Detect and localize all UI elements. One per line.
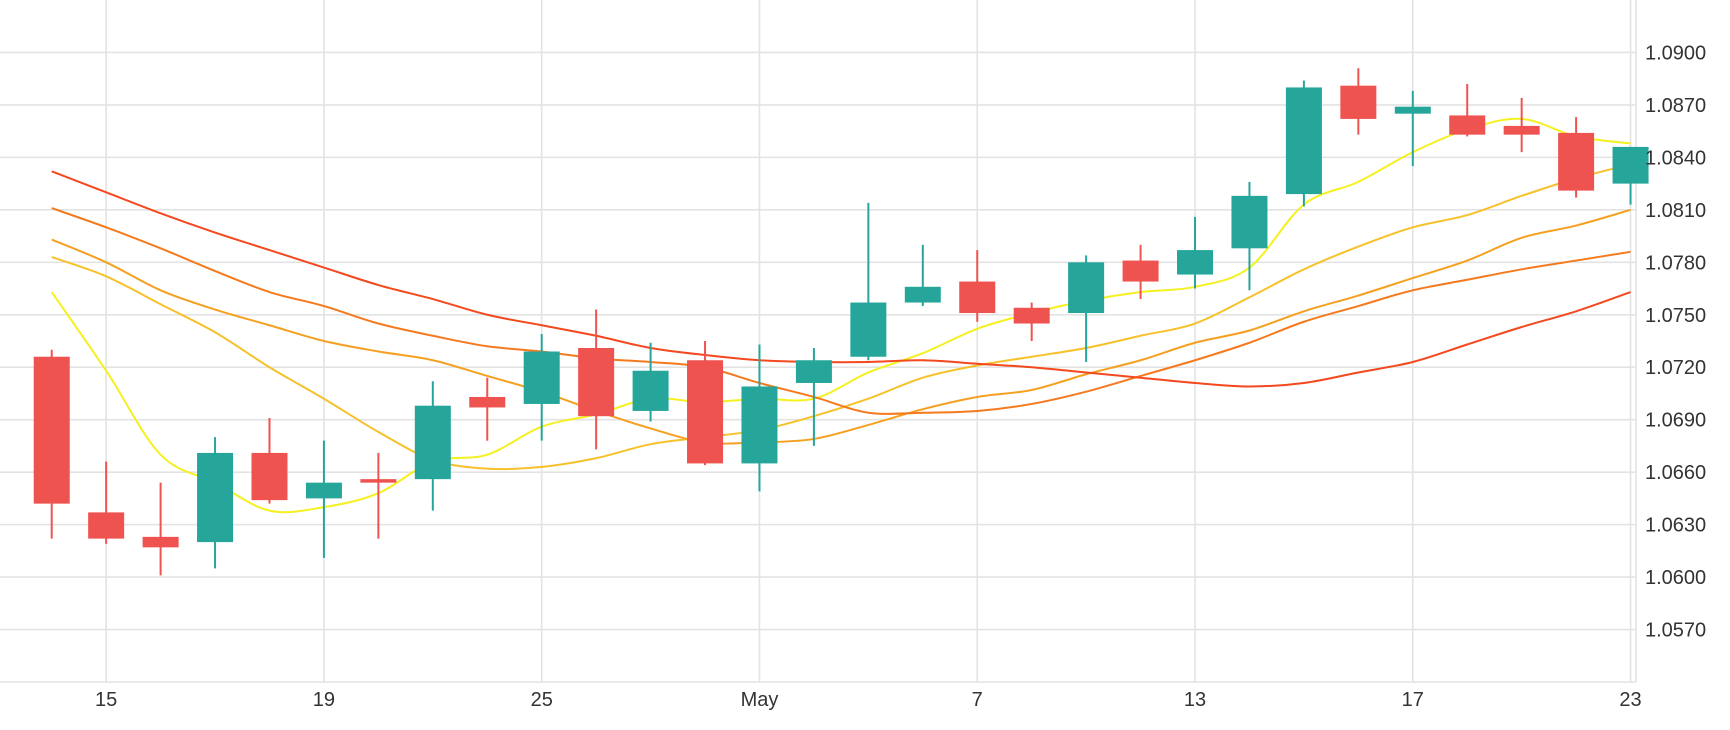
candle-body	[1122, 260, 1159, 282]
candle	[142, 482, 179, 576]
candle-body	[1285, 87, 1322, 195]
candle-body	[251, 452, 288, 501]
candle	[1122, 244, 1159, 300]
candle-body	[1177, 250, 1214, 275]
candle-body	[523, 351, 560, 404]
moving-average-line-4	[51, 207, 1631, 415]
candle	[1013, 302, 1050, 341]
candle	[850, 202, 887, 361]
y-tick-label: 1.0900	[1645, 42, 1706, 64]
candle	[33, 349, 70, 539]
y-tick-label: 1.0870	[1645, 95, 1706, 117]
candle-body	[142, 536, 179, 548]
candle-body	[904, 286, 941, 303]
candle-body	[795, 360, 832, 383]
y-tick-label: 1.0720	[1645, 357, 1706, 379]
candle-body	[88, 512, 125, 539]
candle-body	[1068, 262, 1105, 314]
moving-average-line-2	[51, 163, 1631, 471]
y-tick-label: 1.0810	[1645, 200, 1706, 222]
candle-body	[687, 360, 724, 464]
x-tick-label: May	[741, 689, 779, 711]
candle-body	[1013, 307, 1050, 324]
x-tick-label: 25	[531, 689, 553, 711]
candle	[1449, 83, 1486, 137]
candle	[1558, 117, 1595, 198]
axes	[0, 0, 1637, 683]
grid-lines	[0, 0, 1636, 682]
candle	[414, 381, 451, 511]
candle-body	[469, 396, 506, 408]
candle	[1503, 97, 1540, 153]
candles	[33, 68, 1649, 576]
candle-body	[1231, 195, 1268, 249]
y-tick-label: 1.0690	[1645, 410, 1706, 432]
candle	[469, 377, 506, 441]
candle	[360, 452, 397, 539]
candle-body	[632, 370, 669, 411]
candle-body	[578, 347, 615, 417]
candle-body	[414, 405, 451, 480]
candle-body	[850, 302, 887, 357]
candle	[741, 344, 778, 492]
y-axis-tick-labels: 1.0570 1.0600 1.0630 1.0660 1.0690 1.0720 1.07…	[1645, 42, 1706, 641]
y-tick-label: 1.0750	[1645, 305, 1706, 327]
candle-body	[1394, 106, 1431, 114]
moving-average-line-1	[50, 117, 1631, 514]
candle	[1340, 68, 1377, 135]
y-tick-label: 1.0840	[1645, 147, 1706, 169]
candle	[904, 244, 941, 307]
candle-body	[1558, 132, 1595, 191]
candle	[197, 437, 234, 569]
x-axis-tick-labels: 15 19 25 May 7 13 17 23	[95, 689, 1642, 711]
y-tick-label: 1.0600	[1645, 567, 1706, 589]
candle-body	[360, 479, 397, 483]
candle	[1231, 181, 1268, 291]
candle	[1177, 216, 1214, 289]
y-tick-label: 1.0780	[1645, 252, 1706, 274]
candle-body	[1340, 85, 1377, 119]
candle	[88, 461, 125, 544]
candle	[1285, 80, 1322, 207]
candle-body	[1503, 125, 1540, 135]
candle	[795, 347, 832, 446]
candle	[523, 334, 560, 441]
x-tick-label: 17	[1402, 689, 1424, 711]
candle	[305, 440, 342, 558]
candle-body	[197, 452, 234, 543]
candle-body	[959, 281, 996, 314]
candle	[578, 309, 615, 450]
candle-body	[33, 356, 70, 504]
x-tick-label: 19	[313, 689, 335, 711]
x-tick-label: 23	[1619, 689, 1641, 711]
candle-body	[1612, 146, 1649, 184]
candle-body	[1449, 115, 1486, 135]
x-tick-label: 13	[1184, 689, 1206, 711]
candle	[687, 341, 724, 466]
candle	[1394, 90, 1431, 167]
moving-average-line-5	[51, 170, 1631, 388]
moving-average-lines	[50, 117, 1631, 514]
y-tick-label: 1.0660	[1645, 462, 1706, 484]
candle	[959, 250, 996, 322]
moving-average-line-3	[51, 208, 1631, 445]
candle-body	[741, 386, 778, 464]
candle	[1612, 146, 1649, 205]
x-tick-label: 15	[95, 689, 117, 711]
candle	[251, 417, 288, 504]
candle	[1068, 255, 1105, 362]
y-tick-label: 1.0630	[1645, 515, 1706, 537]
y-tick-label: 1.0570	[1645, 620, 1706, 642]
candle-body	[305, 482, 342, 499]
x-tick-label: 7	[972, 689, 983, 711]
candle	[632, 342, 669, 422]
